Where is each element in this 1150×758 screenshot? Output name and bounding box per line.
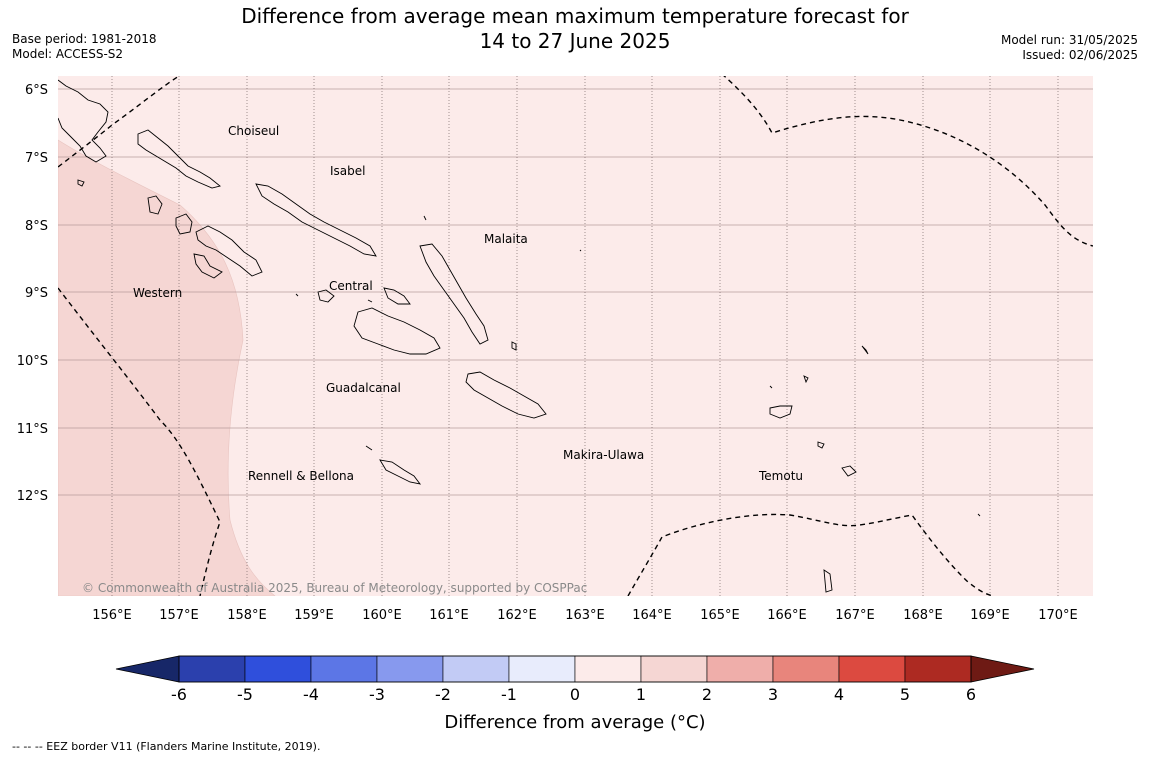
colorbar-cell [508,655,576,683]
guadalcanal-coast [353,307,441,355]
lon-label: 158°E [227,608,267,623]
colorbar-cell [838,655,906,683]
colorbar-extend-low [115,655,180,683]
title-line-1: Difference from average mean maximum tem… [241,4,909,28]
lon-label: 169°E [970,608,1010,623]
colorbar-cell [442,655,510,683]
colorbar-cell [178,655,246,683]
colorbar-tick-label: -2 [435,685,451,704]
lat-label: 8°S [25,219,48,234]
rennell-coast [379,459,422,485]
lon-label: 165°E [700,608,740,623]
makira-coast [465,371,547,419]
bougainville-coast [58,79,109,163]
label-rennell-bellona: Rennell & Bellona [248,469,354,483]
colorbar-tick-label: 2 [702,685,712,704]
label-isabel: Isabel [330,164,365,178]
colorbar-tick-label: 3 [768,685,778,704]
new-georgia-coast [147,195,263,277]
colorbar-tick-label: -1 [501,685,517,704]
colorbar-tick-label: 0 [570,685,580,704]
colorbar-ticks: -6 -5 -4 -3 -2 -1 0 1 2 3 4 5 6 [171,685,976,704]
lat-tick-labels: 6°S 7°S 8°S 9°S 10°S 11°S 12°S [17,83,48,504]
colorbar-cell [772,655,840,683]
eez-note: -- -- -- EEZ border V11 (Flanders Marine… [12,740,321,753]
colorbar-cells [178,655,972,683]
lon-label: 161°E [429,608,469,623]
meta-left: Base period: 1981-2018 Model: ACCESS-S2 [12,32,157,62]
colorbar-tick-label: 5 [900,685,910,704]
lat-gridlines [58,88,1093,496]
label-western: Western [133,286,182,300]
label-malaita: Malaita [484,232,528,246]
province-labels: Choiseul Isabel Malaita Western Central … [133,124,803,483]
label-choiseul: Choiseul [228,124,279,138]
coastlines [58,79,981,593]
lon-label: 170°E [1038,608,1078,623]
eez-borders [58,76,1093,596]
label-temotu: Temotu [758,469,803,483]
model-run: Model run: 31/05/2025 [1000,33,1138,47]
lat-label: 12°S [17,489,48,504]
lon-label: 168°E [903,608,943,623]
lon-tick-labels: 156°E 157°E 158°E 159°E 160°E 161°E 162°… [92,608,1078,623]
malaita-coast [419,243,489,345]
colorbar: -6 -5 -4 -3 -2 -1 0 1 2 3 4 5 6 Difference from aver… [115,655,1035,733]
colorbar-outline [178,655,972,683]
meta-right: Model run: 31/05/2025 Issued: 02/06/2025 [1001,33,1138,63]
colorbar-tick-label: 6 [966,685,976,704]
temotu-coast [769,405,857,477]
map-area: Choiseul Isabel Malaita Western Central … [58,76,1093,596]
western-small-coast [193,253,223,279]
base-period: Base period: 1981-2018 [12,32,157,46]
colorbar-tick-label: -4 [303,685,319,704]
model-name: Model: ACCESS-S2 [12,47,124,61]
lon-label: 156°E [92,608,132,623]
issued-date: Issued: 02/06/2025 [1022,48,1138,62]
central-islands-coast [317,287,411,305]
colorbar-cell [310,655,378,683]
lat-label: 11°S [17,422,48,437]
colorbar-cell [640,655,708,683]
copyright-notice: © Commonwealth of Australia 2025, Bureau… [82,581,587,595]
colorbar-cell [244,655,312,683]
lon-label: 166°E [767,608,807,623]
label-guadalcanal: Guadalcanal [326,381,401,395]
lat-label: 6°S [25,83,48,98]
colorbar-tick-label: -3 [369,685,385,704]
lon-label: 159°E [294,608,334,623]
lon-label: 157°E [159,608,199,623]
colorbar-extend-high [970,655,1035,683]
choiseul-coast [137,129,221,189]
lon-label: 164°E [632,608,672,623]
label-central: Central [329,279,373,293]
lon-label: 167°E [835,608,875,623]
colorbar-tick-label: 4 [834,685,844,704]
colorbar-cell [904,655,972,683]
colorbar-cell [376,655,444,683]
colorbar-tick-label: -6 [171,685,187,704]
lat-label: 7°S [25,151,48,166]
title-line-2: 14 to 27 June 2025 [479,29,671,53]
label-makira-ulawa: Makira-Ulawa [563,448,644,462]
colorbar-tick-label: 1 [636,685,646,704]
lat-label: 10°S [17,354,48,369]
map-title: Difference from average mean maximum tem… [0,4,1150,54]
colorbar-cell [706,655,774,683]
isabel-coast [255,183,377,257]
lon-label: 160°E [362,608,402,623]
colorbar-label: Difference from average (°C) [444,712,705,733]
colorbar-tick-label: -5 [237,685,253,704]
lon-label: 163°E [565,608,605,623]
lat-label: 9°S [25,286,48,301]
colorbar-cell [574,655,642,683]
lon-label: 162°E [497,608,537,623]
small-islets-coast [77,179,981,593]
